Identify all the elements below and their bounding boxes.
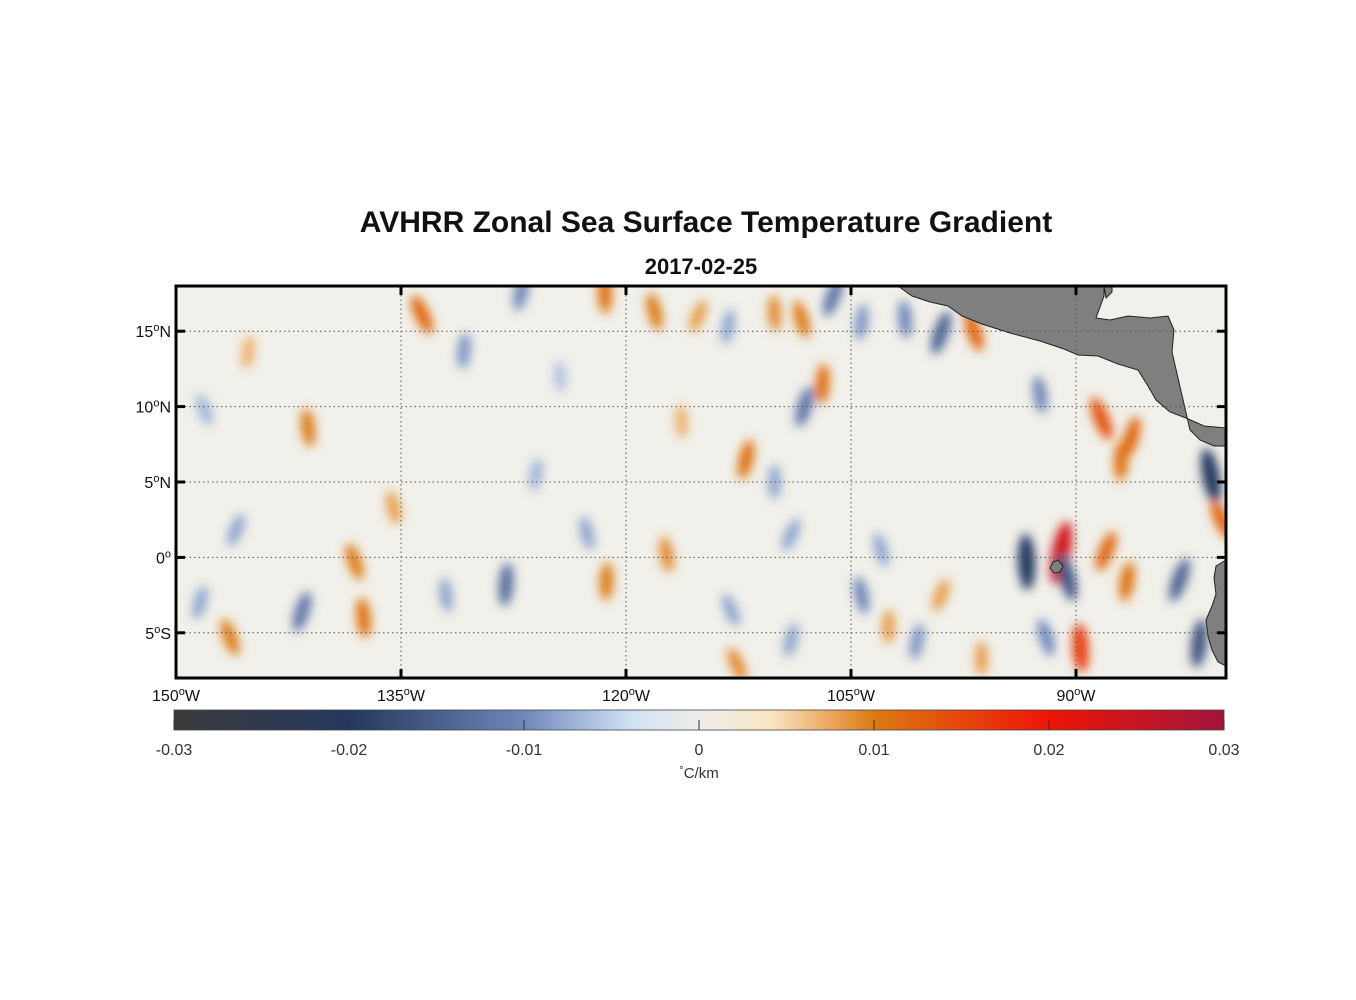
lon-label: 150oW — [152, 686, 201, 705]
gradient-feature — [727, 647, 747, 678]
gradient-feature — [932, 578, 950, 612]
gradient-feature — [1090, 397, 1113, 440]
gradient-feature — [196, 394, 213, 426]
gradient-feature — [356, 597, 371, 638]
gradient-feature — [783, 623, 799, 658]
lat-label: 15oN — [136, 322, 171, 341]
gradient-feature — [300, 408, 316, 447]
gradient-feature — [659, 536, 674, 573]
gradient-feature — [795, 386, 814, 427]
gradient-feature — [646, 293, 663, 331]
gradient-feature — [737, 439, 755, 479]
colorbar: -0.03 -0.02 -0.01 0 0.01 0.02 0.03 °C/km — [156, 709, 1240, 782]
gradient-feature — [909, 624, 925, 660]
gradient-feature — [1190, 619, 1208, 668]
land-south-america — [1205, 559, 1226, 667]
gradient-feature — [1201, 448, 1221, 504]
gradient-feature — [930, 311, 952, 355]
colorbar-tick-label: 0.02 — [1033, 742, 1064, 759]
gradient-feature — [767, 295, 782, 332]
land-yucatan — [1103, 286, 1113, 300]
lon-label: 120oW — [602, 686, 651, 705]
gradient-feature — [793, 300, 810, 338]
map-area — [176, 286, 1226, 678]
gradient-feature — [439, 578, 453, 613]
lat-label: 10oN — [136, 398, 171, 417]
gradient-feature — [597, 286, 613, 314]
gradient-feature — [579, 516, 595, 551]
latitude-labels: 15oN 10oN 5oN 0o 5oS — [136, 322, 171, 643]
land-galapagos — [1049, 559, 1064, 574]
gradient-feature — [781, 518, 801, 551]
gradient-feature — [1095, 531, 1117, 571]
colorbar-tick-label: 0.01 — [858, 742, 889, 759]
frame-ticks — [174, 286, 1226, 678]
gradient-feature — [553, 361, 567, 392]
gradient-feature — [498, 562, 514, 607]
gradient-feature — [722, 594, 740, 627]
colorbar-unit-label: °C/km — [679, 765, 718, 782]
gradient-feature — [815, 364, 830, 404]
gradient-feature — [411, 295, 433, 334]
gradient-feature — [689, 300, 707, 333]
colorbar-ticks: -0.03 -0.02 -0.01 0 0.01 0.02 0.03 — [156, 720, 1240, 759]
gradient-feature — [227, 514, 245, 547]
ocean-background — [176, 286, 1226, 678]
gradient-feature — [386, 490, 401, 525]
gradient-feature — [599, 562, 614, 601]
colorbar-tick-label: 0.03 — [1208, 742, 1239, 759]
gradient-feature — [1113, 441, 1129, 481]
gradient-feature — [192, 585, 208, 620]
colorbar-tick-label: 0 — [695, 742, 704, 759]
chart-date: 2017-02-25 — [644, 254, 758, 279]
gradient-feature — [853, 576, 870, 614]
gradient-feature — [345, 543, 364, 581]
gradient-feature — [1119, 561, 1135, 602]
gradient-feature — [1122, 416, 1141, 457]
lon-label: 90oW — [1056, 686, 1096, 705]
gradient-feature — [1032, 375, 1048, 414]
gradient-feature — [1037, 619, 1055, 656]
gradient-feature — [882, 609, 895, 644]
gradient-feature — [675, 405, 688, 438]
gradient-feature — [292, 591, 312, 632]
lat-label: 0o — [156, 548, 171, 567]
gradient-feature — [1169, 558, 1190, 602]
land-central-america — [897, 286, 1226, 447]
chart-title: AVHRR Zonal Sea Surface Temperature Grad… — [359, 206, 1053, 239]
gradient-feature — [975, 641, 988, 676]
gradient-feature — [898, 300, 912, 339]
gradient-feature — [457, 332, 471, 369]
lat-label: 5oN — [144, 473, 171, 492]
colorbar-tick-label: -0.01 — [506, 742, 543, 759]
gradient-feature — [1210, 500, 1226, 539]
lon-label: 135oW — [377, 686, 426, 705]
colorbar-tick-label: -0.02 — [331, 742, 368, 759]
lon-label: 105oW — [827, 686, 876, 705]
gradient-feature — [529, 458, 543, 491]
gradient-feature — [873, 533, 889, 567]
gradient-feature — [513, 286, 529, 311]
longitude-labels: 150oW 135oW 120oW 105oW 90oW — [152, 686, 1096, 705]
gradient-feature — [220, 619, 240, 656]
gradient-feature — [721, 309, 735, 344]
gradient-feature — [1017, 533, 1036, 590]
lat-label: 5oS — [145, 624, 171, 643]
colorbar-tick-label: -0.03 — [156, 742, 193, 759]
gradient-feature — [241, 336, 255, 369]
